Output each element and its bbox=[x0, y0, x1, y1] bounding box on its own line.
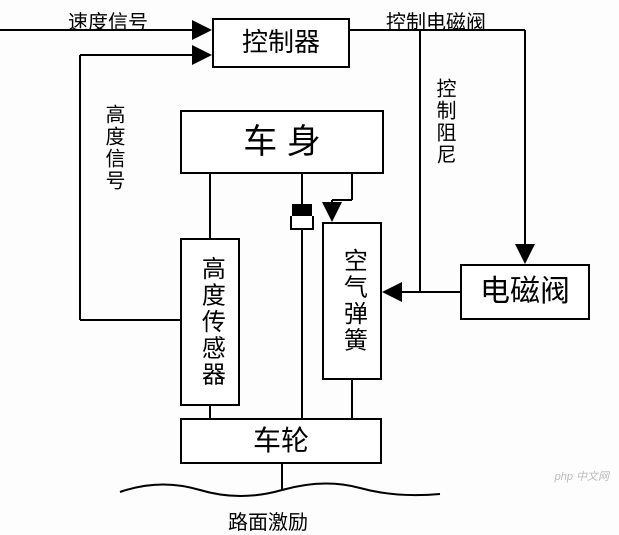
valve-box: 电磁阀 bbox=[460, 264, 590, 320]
air-spring-label: 空气弹簧 bbox=[338, 248, 367, 354]
valve-label: 电磁阀 bbox=[480, 274, 570, 310]
controller-box: 控制器 bbox=[212, 18, 350, 68]
speed-signal-label: 速度信号 bbox=[68, 6, 148, 35]
controller-label: 控制器 bbox=[242, 27, 320, 58]
watermark: php 中文网 bbox=[555, 468, 609, 484]
wheel-label: 车轮 bbox=[253, 424, 309, 458]
body-box: 车 身 bbox=[180, 110, 384, 174]
control-valve-label: 控制电磁阀 bbox=[386, 6, 486, 35]
body-label: 车 身 bbox=[243, 122, 320, 163]
height-signal-label: 高度信号 bbox=[99, 104, 128, 192]
road-excitation-label: 路面激励 bbox=[228, 506, 308, 535]
air-spring-box: 空气弹簧 bbox=[322, 222, 382, 380]
damper-body bbox=[290, 216, 314, 230]
height-sensor-label: 高度传感器 bbox=[196, 256, 225, 388]
control-damping-label: 控制阻尼 bbox=[430, 78, 459, 166]
height-sensor-box: 高度传感器 bbox=[180, 238, 240, 406]
wheel-box: 车轮 bbox=[180, 418, 382, 464]
